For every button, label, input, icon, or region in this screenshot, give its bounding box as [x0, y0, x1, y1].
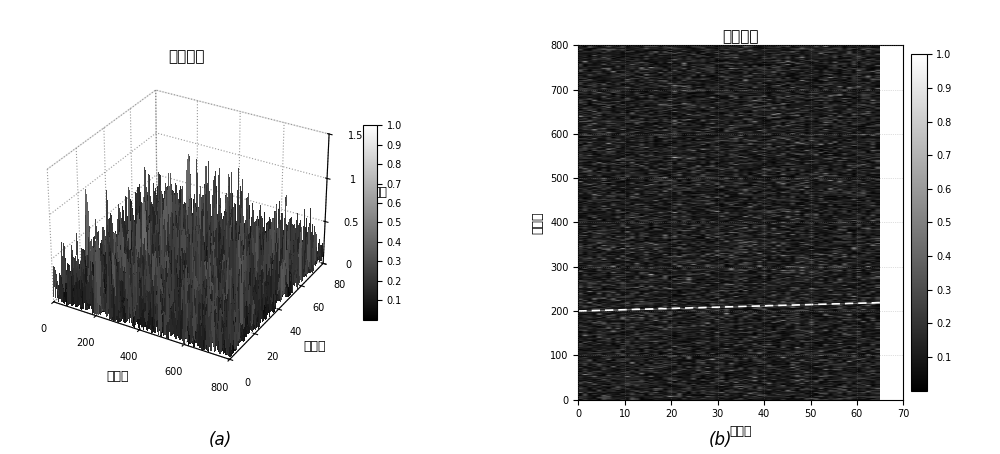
Title: 回波数据: 回波数据 — [723, 29, 759, 44]
Title: 回波数据: 回波数据 — [168, 49, 205, 64]
Text: (b): (b) — [708, 431, 732, 449]
Y-axis label: 距离门: 距离门 — [532, 211, 545, 234]
X-axis label: 距离门: 距离门 — [106, 370, 129, 384]
X-axis label: 脉冲数: 脉冲数 — [730, 425, 752, 438]
Y-axis label: 脉冲数: 脉冲数 — [303, 340, 326, 353]
Text: (a): (a) — [208, 431, 232, 449]
